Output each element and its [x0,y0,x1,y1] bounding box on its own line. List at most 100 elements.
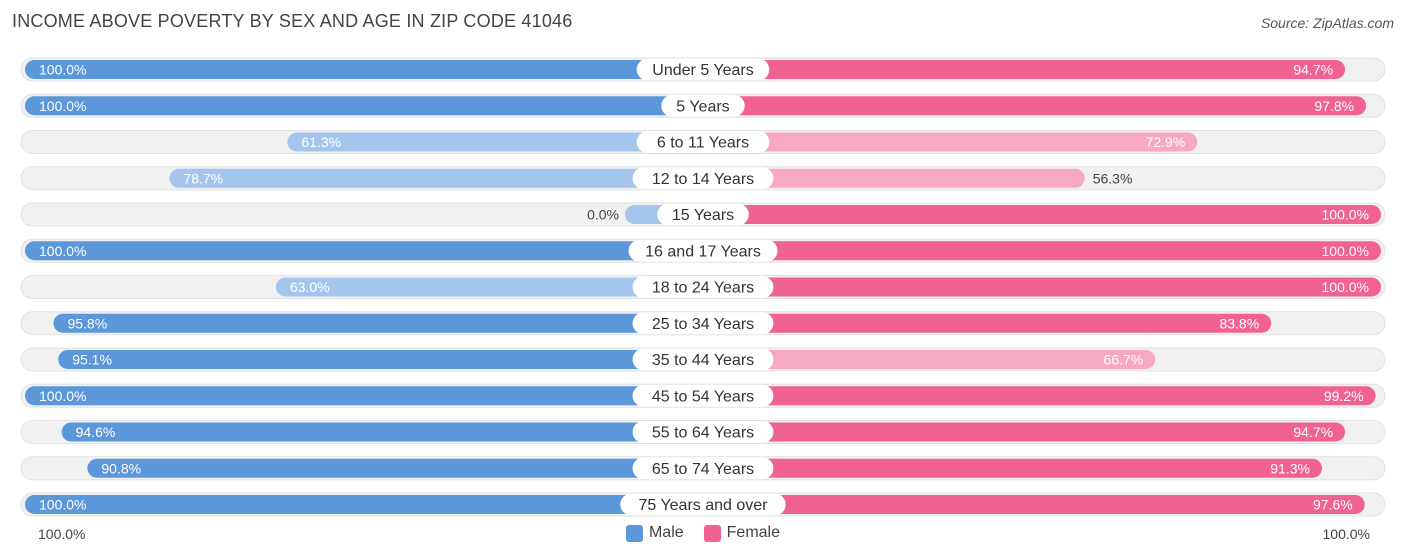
chart-row: 95.8% 83.8% 25 to 34 Years [20,311,1386,336]
female-bar [703,458,1323,478]
legend: Male Female [0,524,1406,542]
female-value-label: 97.8% [1314,98,1354,114]
chart-row: 100.0% 99.2% 45 to 54 Years [20,383,1386,408]
male-value-label: 94.6% [76,424,116,440]
female-value-label: 66.7% [1104,352,1144,368]
male-bar [275,277,703,297]
male-bar [58,350,704,369]
male-value-label: 100.0% [39,62,86,78]
female-bar [703,132,1198,152]
male-bar [25,241,703,261]
male-value-label: 95.8% [67,315,107,331]
male-bar [25,60,703,79]
chart-row: 100.0% 94.7% Under 5 Years [20,57,1386,82]
category-pill [632,312,774,335]
female-swatch [703,524,721,542]
category-label: 16 and 17 Years [645,243,761,260]
category-pill [620,493,786,516]
legend-male-label: Male [648,524,684,541]
male-bar [25,495,703,514]
female-value-label: 94.7% [1293,424,1333,440]
female-value-label: 100.0% [1322,243,1369,259]
category-label: 75 Years and over [639,497,769,514]
female-bar [703,386,1376,406]
male-value-label: 0.0% [587,207,619,223]
male-value-label: 100.0% [39,497,86,513]
chart-row: 100.0% 97.6% 75 Years and over [20,492,1386,517]
category-pill [632,384,774,407]
female-bar [703,96,1367,116]
female-bar [703,350,1156,369]
female-bar [703,313,1272,333]
category-label: 65 to 74 Years [652,461,754,478]
diverging-bar-chart: 100.0% 94.7% Under 5 Years 100.0% 97.8% 5 Yea… [20,57,1386,517]
female-value-label: 100.0% [1322,279,1369,295]
chart-row: 94.6% 94.7% 55 to 64 Years [20,420,1386,444]
male-value-label: 78.7% [183,170,223,186]
female-value-label: 83.8% [1219,315,1259,331]
legend-item-female: Female [703,524,781,542]
male-value-label: 100.0% [39,388,86,404]
category-pill [632,348,774,371]
category-pill [661,94,745,117]
category-label: 35 to 44 Years [652,352,754,369]
category-label: 15 Years [672,207,734,224]
category-label: 45 to 54 Years [652,388,754,405]
axis-right-label: 100.0% [1322,526,1370,542]
axis-left-label: 100.0% [38,526,86,542]
male-value-label: 95.1% [72,352,112,368]
category-pill [632,421,774,443]
female-bar [703,422,1346,442]
female-value-label: 91.3% [1270,460,1310,476]
female-value-label: 100.0% [1322,207,1369,223]
female-value-label: 72.9% [1146,134,1186,150]
category-pill [632,457,774,480]
chart-row: 61.3% 72.9% 6 to 11 Years [20,130,1386,154]
chart-row: 100.0% 100.0% 16 and 17 Years [20,238,1386,263]
female-value-label: 94.7% [1293,62,1333,78]
male-bar [25,386,703,406]
female-bar [703,168,1085,188]
category-label: 12 to 14 Years [652,171,754,188]
female-bar [703,495,1365,514]
category-label: 5 Years [676,98,729,115]
category-pill [636,131,770,153]
category-pill [632,167,774,190]
category-label: 6 to 11 Years [657,135,749,152]
male-bar [287,132,703,152]
female-bar [703,277,1381,297]
male-value-label: 100.0% [39,243,86,259]
male-value-label: 63.0% [290,279,330,295]
female-bar [703,241,1381,261]
male-bar [25,96,703,116]
male-bar [53,313,703,333]
chart-row: 63.0% 100.0% 18 to 24 Years [20,275,1386,299]
source-label: Source: ZipAtlas.com [1260,15,1394,31]
chart-row: 78.7% 56.3% 12 to 14 Years [20,166,1386,191]
female-bar [703,60,1346,79]
female-bar [703,205,1381,224]
category-label: 25 to 34 Years [652,316,754,333]
category-label: Under 5 Years [652,62,753,79]
male-value-label: 61.3% [301,134,341,150]
female-value-label: 97.6% [1313,497,1353,513]
male-bar [61,422,703,442]
male-bar [169,168,703,188]
chart-row: 90.8% 91.3% 65 to 74 Years [20,456,1386,481]
category-pill [636,58,770,81]
female-value-label: 56.3% [1093,170,1133,186]
male-value-label: 100.0% [39,98,86,114]
category-label: 18 to 24 Years [652,280,754,297]
chart-row: 100.0% 97.8% 5 Years [20,93,1386,118]
male-value-label: 90.8% [101,460,141,476]
category-pill [632,276,774,298]
female-value-label: 99.2% [1324,388,1364,404]
category-label: 55 to 64 Years [652,425,754,442]
category-pill [628,239,778,262]
male-bar [87,458,704,478]
legend-female-label: Female [726,524,781,541]
legend-item-male: Male [625,524,684,542]
chart-row: 0.0% 100.0% 15 Years [20,202,1386,227]
chart-title: INCOME ABOVE POVERTY BY SEX AND AGE IN Z… [12,11,573,31]
category-pill [657,203,749,226]
